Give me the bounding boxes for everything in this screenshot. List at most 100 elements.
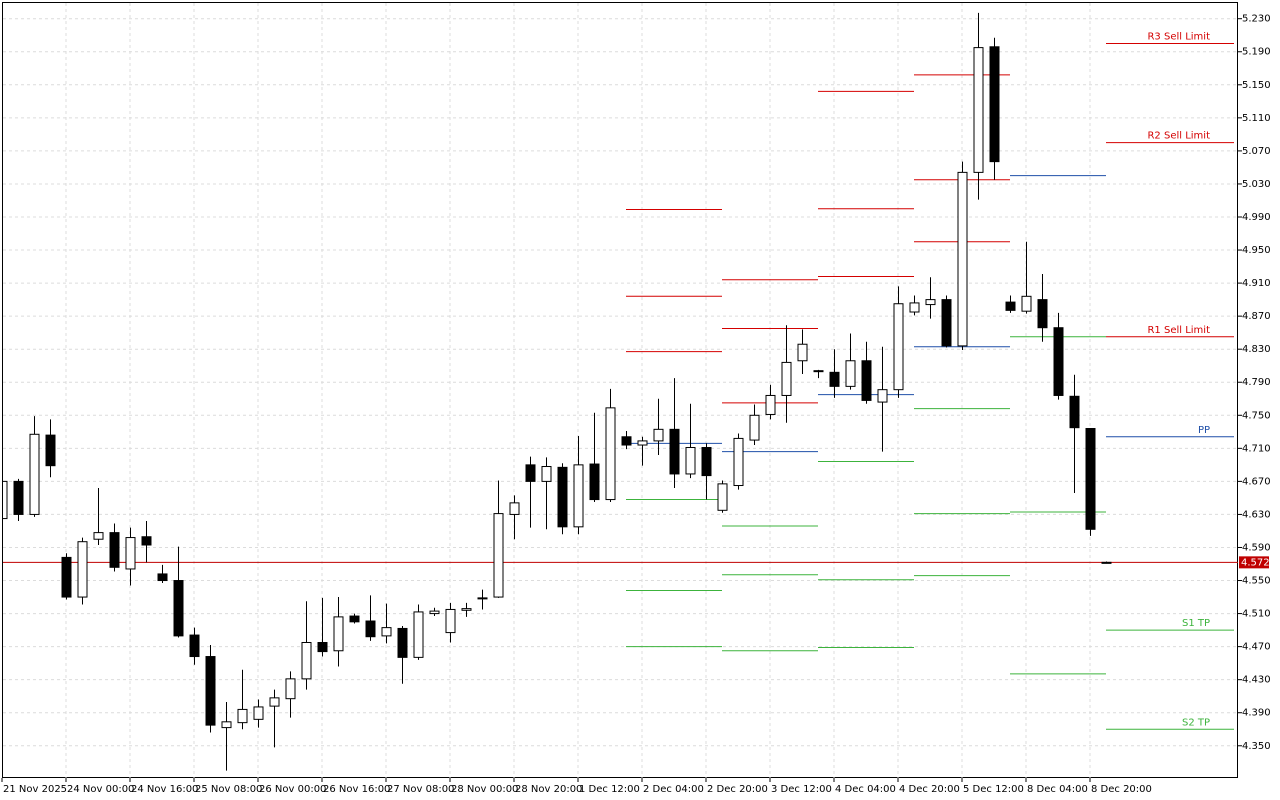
candle-body	[797, 343, 808, 362]
candle-body	[237, 708, 248, 724]
candle-body	[829, 371, 840, 387]
candle-body	[77, 541, 88, 598]
candle-body	[413, 611, 424, 658]
candle-body	[13, 480, 24, 515]
y-tick-label: 5.070	[1242, 146, 1271, 157]
y-tick-label: 4.750	[1242, 410, 1271, 421]
candle-body	[925, 299, 936, 306]
candle-body	[173, 580, 184, 637]
y-tick-label: 4.550	[1242, 576, 1271, 587]
plot: R3 Sell Limit R2 Sell Limit R1 Sell Limit P…	[3, 3, 1238, 778]
y-tick-label: 4.670	[1242, 476, 1271, 487]
x-tick-label: 4 Dec 04:00	[835, 784, 896, 795]
candle-body	[285, 678, 296, 700]
candle-body	[557, 466, 568, 528]
candle-body	[909, 302, 920, 313]
candle-body	[653, 428, 664, 442]
axes: 5.230 5.190 5.150 5.110 5.070 5.030 4.990 4.950…	[1, 14, 1271, 795]
y-tick-label: 4.470	[1242, 642, 1271, 653]
candle-body	[845, 360, 856, 387]
x-tick-label: 24 Nov 16:00	[131, 784, 198, 795]
candle-body	[141, 536, 152, 546]
candle-body	[669, 428, 680, 475]
candle-body	[893, 303, 904, 391]
candle-body	[509, 502, 520, 515]
candle-body	[941, 299, 952, 347]
y-tick-label: 5.150	[1242, 80, 1271, 91]
x-tick-label: 28 Nov 20:00	[515, 784, 582, 795]
pivot-label: R2 Sell Limit	[1147, 131, 1210, 142]
candle-body	[765, 394, 776, 415]
candle-body	[365, 620, 376, 638]
candle-body	[45, 434, 56, 467]
pivot-label: PP	[1198, 425, 1210, 436]
candle-body	[973, 47, 984, 173]
current-price-label: 4.572	[1241, 557, 1270, 568]
candle-body	[877, 389, 888, 403]
candle-body	[493, 513, 504, 598]
candle-body	[989, 46, 1000, 163]
candle-body	[205, 656, 216, 726]
candle-body	[381, 627, 392, 637]
y-tick-label: 5.110	[1242, 113, 1271, 124]
candle-body	[589, 463, 600, 501]
y-tick-label: 4.830	[1242, 344, 1271, 355]
candle-body	[621, 436, 632, 446]
candle-body	[349, 615, 360, 623]
candle-body	[189, 634, 200, 658]
x-tick-label: 3 Dec 12:00	[771, 784, 832, 795]
x-tick-label: 27 Nov 08:00	[387, 784, 454, 795]
candle-body	[1069, 395, 1080, 429]
candle-body	[125, 537, 136, 570]
x-tick-label: 8 Dec 20:00	[1091, 784, 1152, 795]
plot-area	[2, 2, 1238, 778]
y-tick-label: 4.950	[1242, 245, 1271, 256]
y-tick-label: 4.390	[1242, 708, 1271, 719]
pivot-label: S1 TP	[1182, 618, 1210, 629]
x-tick-label: 4 Dec 20:00	[899, 784, 960, 795]
candle-body	[445, 608, 456, 634]
y-tick-label: 4.510	[1242, 609, 1271, 620]
candle-body	[573, 464, 584, 528]
candle-body	[717, 483, 728, 511]
candle-body	[733, 437, 744, 487]
candle-body	[301, 641, 312, 680]
candle-body	[429, 610, 440, 615]
x-tick-label: 25 Nov 08:00	[195, 784, 262, 795]
y-tick-label: 4.630	[1242, 509, 1271, 520]
x-tick-label: 26 Nov 16:00	[323, 784, 390, 795]
candle-body	[701, 447, 712, 477]
y-tick-label: 4.870	[1242, 311, 1271, 322]
candle-body	[685, 447, 696, 475]
candle-body	[541, 466, 552, 482]
y-tick-label: 4.710	[1242, 443, 1271, 454]
candle-body	[109, 532, 120, 568]
x-tick-label: 5 Dec 12:00	[963, 784, 1024, 795]
x-tick-label: 2 Dec 20:00	[707, 784, 768, 795]
candle-body	[157, 573, 168, 582]
x-tick-label: 28 Nov 00:00	[451, 784, 518, 795]
candle-body	[1085, 428, 1096, 530]
candle-body	[1037, 299, 1048, 329]
current-price-box	[1239, 556, 1269, 569]
x-tick-label: 2 Dec 04:00	[643, 784, 704, 795]
candle-body	[269, 697, 280, 707]
candle-body	[1021, 295, 1032, 312]
y-tick-label: 5.190	[1242, 47, 1271, 58]
x-tick-label: 24 Nov 00:00	[67, 784, 134, 795]
candle-body	[477, 597, 488, 600]
candle-body	[93, 532, 104, 540]
candle-body	[1005, 301, 1016, 311]
candle-body	[749, 414, 760, 441]
x-tick-label: 1 Dec 12:00	[579, 784, 640, 795]
x-tick-label: 26 Nov 00:00	[259, 784, 326, 795]
candle-body	[61, 556, 72, 598]
y-tick-label: 4.590	[1242, 542, 1271, 553]
y-tick-label: 4.350	[1242, 741, 1271, 752]
candle-body	[781, 361, 792, 396]
candle-body	[1101, 561, 1112, 564]
x-tick-label: 21 Nov 2025	[3, 784, 67, 795]
candle-body	[333, 616, 344, 652]
candle-body	[605, 407, 616, 501]
pivot-label: S2 TP	[1182, 717, 1210, 728]
